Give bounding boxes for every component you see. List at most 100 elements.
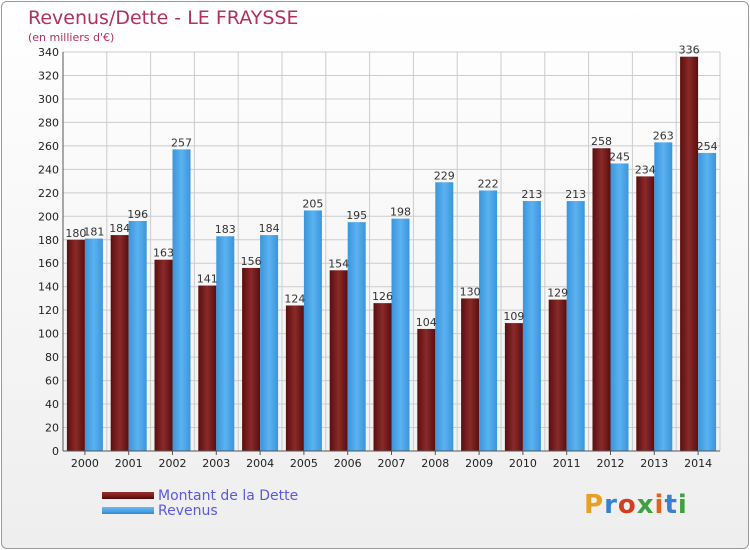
bar-dette [373,303,392,451]
data-label-revenus: 184 [259,222,280,235]
x-tick-label: 2002 [159,457,187,470]
logo-letter: i [654,490,665,520]
x-tick-label: 2013 [640,457,668,470]
bar-revenus [260,235,279,451]
bar-dette [66,239,85,451]
axis-layer: 0 20 40 60 80 100 120 140 160 180 200 220 240 260 280 3… [38,46,720,470]
data-label-dette: 156 [241,255,262,268]
y-tick-label: 80 [45,351,59,364]
y-tick-label: 20 [45,422,59,435]
data-label-revenus: 229 [434,169,455,182]
chart-title: Revenus/Dette - LE FRAYSSE [28,7,299,29]
data-label-dette: 154 [328,257,349,270]
legend-swatch-revenus [102,507,154,514]
data-label-dette: 141 [197,273,218,286]
logo-letter: o [617,490,637,520]
bars-layer [66,56,717,452]
bar-revenus [698,152,717,451]
data-label-revenus: 198 [390,206,411,219]
x-tick-label: 2012 [597,457,625,470]
bar-dette [680,56,699,451]
bar-revenus [610,163,629,451]
y-tick-label: 340 [38,46,59,59]
bar-revenus [479,190,498,451]
x-tick-label: 2003 [202,457,230,470]
x-tick-label: 2009 [465,457,493,470]
data-label-revenus: 213 [521,188,542,201]
y-tick-label: 240 [38,163,59,176]
data-label-revenus: 196 [127,208,148,221]
chart-subtitle: (en milliers d'€) [28,31,115,44]
legend: Montant de la Dette Revenus [102,487,299,519]
logo-letter: x [636,490,655,520]
bar-revenus [216,236,235,451]
data-label-revenus: 195 [346,209,367,222]
data-label-dette: 124 [284,292,305,305]
legend-swatch-dette [102,492,154,499]
data-label-dette: 129 [547,287,568,300]
x-tick-label: 2001 [115,457,143,470]
bar-dette [154,259,173,451]
bar-dette [636,176,655,452]
bar-dette [329,270,348,451]
bar-revenus [654,142,673,452]
x-tick-label: 2004 [246,457,274,470]
data-label-revenus: 205 [302,197,323,210]
x-tick-label: 2010 [509,457,537,470]
y-tick-label: 280 [38,116,59,129]
logo-letter: P [584,490,605,520]
data-label-dette: 126 [372,290,393,303]
data-label-revenus: 183 [215,223,236,236]
bar-revenus [303,210,322,451]
data-label-revenus: 245 [609,150,630,163]
data-label-revenus: 222 [478,177,499,190]
y-tick-label: 220 [38,187,59,200]
y-tick-label: 300 [38,93,59,106]
legend-item-revenus: Revenus [102,502,298,519]
x-tick-label: 2011 [553,457,581,470]
bar-dette [592,148,611,451]
data-label-dette: 336 [679,44,700,57]
bar-dette [242,267,261,451]
bar-revenus [391,218,410,451]
data-label-revenus: 213 [565,188,586,201]
data-label-revenus: 257 [171,136,192,149]
y-tick-label: 200 [38,210,59,223]
data-label-revenus: 181 [83,226,104,239]
logo-letter: i [677,490,688,520]
bar-dette [461,298,480,451]
y-tick-label: 180 [38,234,59,247]
data-label-dette: 109 [503,310,524,323]
y-tick-label: 0 [52,445,59,458]
legend-label-revenus: Revenus [158,502,218,519]
data-label-dette: 184 [109,222,130,235]
bar-revenus [84,238,103,451]
data-label-dette: 180 [65,227,86,240]
y-tick-label: 160 [38,257,59,270]
y-tick-label: 100 [38,328,59,341]
proxiti-logo: Proxiti [584,490,688,520]
y-tick-label: 60 [45,375,59,388]
x-tick-label: 2006 [334,457,362,470]
bar-dette [285,305,304,451]
bar-dette [504,323,523,451]
legend-item-dette: Montant de la Dette [102,487,299,504]
bar-dette [417,328,436,451]
y-tick-label: 40 [45,398,59,411]
bar-revenus [172,149,191,451]
bar-revenus [128,220,147,451]
logo-letter: r [604,490,618,520]
y-tick-label: 320 [38,69,59,82]
y-tick-label: 140 [38,281,59,294]
data-label-dette: 163 [153,247,174,260]
bar-dette [198,285,217,451]
y-tick-label: 260 [38,140,59,153]
logo-letter: t [664,490,678,520]
data-label-revenus: 263 [653,129,674,142]
bar-dette [548,299,567,451]
legend-label-dette: Montant de la Dette [158,487,299,504]
x-tick-label: 2007 [378,457,406,470]
